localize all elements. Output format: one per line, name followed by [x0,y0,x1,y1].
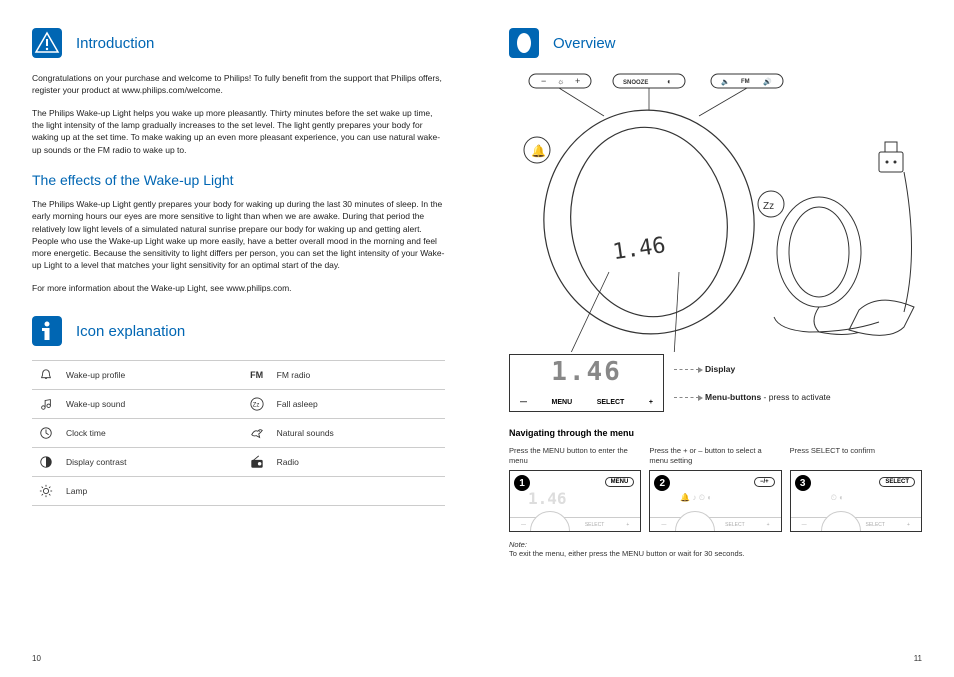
effects-title: The effects of the Wake-up Light [32,172,445,188]
info-icon [32,316,62,346]
icon-table: Wake-up profileFMFM radioWake-up soundZz… [32,360,445,506]
table-row: Wake-up sound Zz Fall asleep [32,390,445,419]
contrast-icon [32,448,60,477]
menu-buttons-label: Menu-buttons [705,392,761,402]
arrow-icon [674,397,699,398]
nav-title: Navigating through the menu [509,428,922,438]
display-btn-menu: MENU [548,398,577,407]
warning-icon [32,28,62,58]
icon-label [271,477,445,506]
svg-text:−: − [541,76,546,86]
icon-label: FM radio [271,361,445,390]
svg-text:FM: FM [741,79,750,85]
display-btn-minus: — [516,398,531,407]
icon-label: Display contrast [60,448,243,477]
display-btn-select: SELECT [593,398,629,407]
page-left: Introduction Congratulations on your pur… [0,0,477,677]
svg-text:+: + [575,76,580,86]
display-callout: 1.46 — MENU SELECT + Display Menu-button… [509,354,922,412]
nav-step: Press the MENU button to enter the menu1… [509,446,641,532]
icon-label: Lamp [60,477,243,506]
table-row: Wake-up profileFMFM radio [32,361,445,390]
intro-p2: The Philips Wake-up Light helps you wake… [32,107,445,156]
icon-label: Wake-up profile [60,361,243,390]
lamp-icon [32,477,60,506]
intro-header: Introduction [32,28,445,58]
fm-icon: FM [243,361,271,390]
icon-label: Wake-up sound [60,390,243,419]
icons-title: Icon explanation [76,323,185,340]
effects-p1: The Philips Wake-up Light gently prepare… [32,198,445,272]
nav-step: Press SELECT to confirm3⏲ ◐SELECT—MENUSE… [790,446,922,532]
svg-text:☼: ☼ [557,77,564,86]
menu-buttons-hint: - press to activate [761,392,830,402]
step-number: 3 [795,475,811,491]
icon-label: Clock time [60,419,243,448]
bell-icon [32,361,60,390]
clock-icon [32,419,60,448]
icon-label: Natural sounds [271,419,445,448]
nav-steps: Press the MENU button to enter the menu1… [509,446,922,532]
icon-label: Radio [271,448,445,477]
icon-label: Fall asleep [271,390,445,419]
step-number: 2 [654,475,670,491]
display-box: 1.46 — MENU SELECT + [509,354,664,412]
arrow-icon [674,369,699,370]
nav-step: Press the + or – button to select a menu… [649,446,781,532]
bird-icon [243,419,271,448]
display-digits: 1.46 [516,359,657,385]
nav-caption: Press SELECT to confirm [790,446,922,466]
svg-text:🔊: 🔊 [763,77,772,86]
table-row: Display contrast Radio [32,448,445,477]
svg-text:SNOOZE: SNOOZE [623,80,648,86]
display-label: Display [705,364,735,374]
radio-icon [243,448,271,477]
svg-text:🔔: 🔔 [531,144,546,158]
overview-header: Overview [509,28,922,58]
effects-p2: For more information about the Wake-up L… [32,282,445,294]
page-number-right: 11 [914,654,922,663]
note-label: Note: [509,540,922,549]
empty-icon [243,477,271,506]
svg-text:◐: ◐ [667,77,672,86]
notes-icon [32,390,60,419]
nav-caption: Press the + or – button to select a menu… [649,446,781,466]
svg-text:🔈: 🔈 [721,78,730,86]
intro-title: Introduction [76,35,154,52]
oval-icon [509,28,539,58]
zz-icon: Zz [243,390,271,419]
table-row: Clock time Natural sounds [32,419,445,448]
display-btn-plus: + [645,398,657,407]
note-text: To exit the menu, either press the MENU … [509,549,922,558]
icons-header: Icon explanation [32,316,445,346]
intro-p1: Congratulations on your purchase and wel… [32,72,445,97]
nav-caption: Press the MENU button to enter the menu [509,446,641,466]
page-right: Overview − ☼ + SNOOZE ◐ 🔈 FM 🔊 [477,0,954,677]
svg-text:Zz: Zz [252,402,259,409]
page-number-left: 10 [32,654,41,663]
table-row: Lamp [32,477,445,506]
product-diagram: − ☼ + SNOOZE ◐ 🔈 FM 🔊 [509,72,919,352]
overview-title: Overview [553,35,616,52]
svg-text:Zz: Zz [763,201,774,212]
